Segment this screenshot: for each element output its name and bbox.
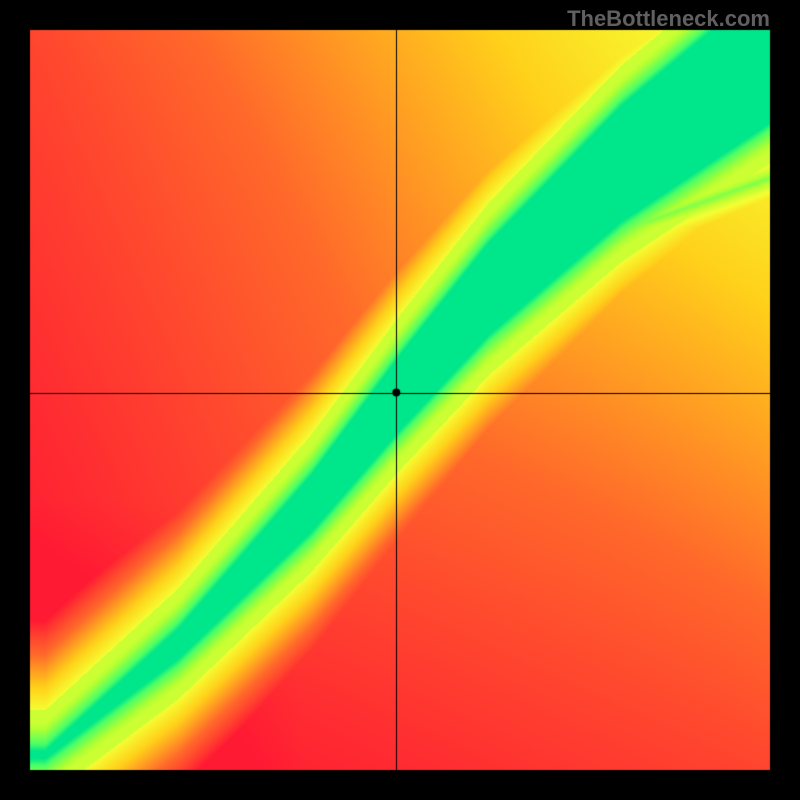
watermark-text: TheBottleneck.com xyxy=(567,6,770,32)
heatmap-canvas xyxy=(0,0,800,800)
chart-container: TheBottleneck.com xyxy=(0,0,800,800)
